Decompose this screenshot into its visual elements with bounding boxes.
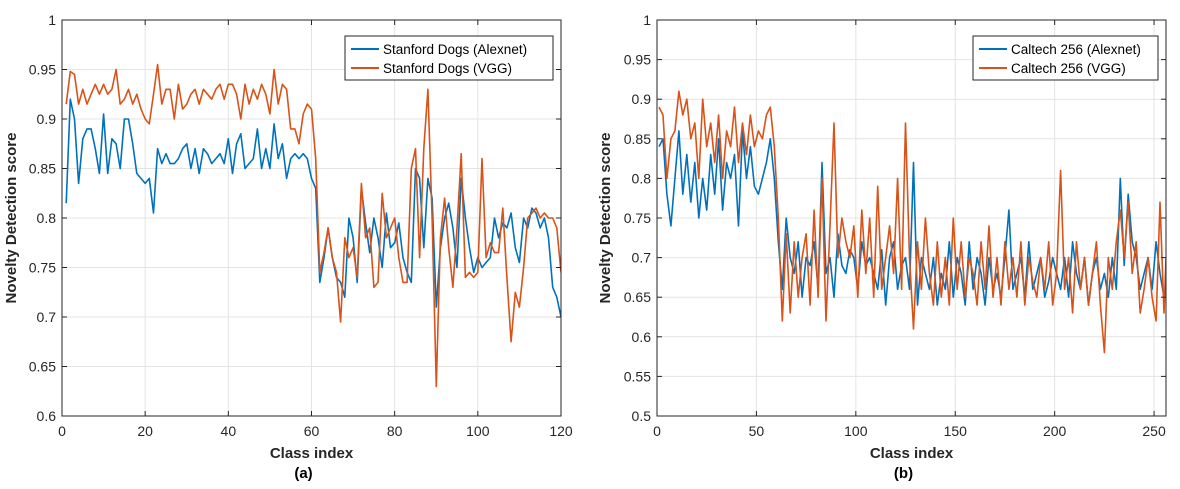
legend: Caltech 256 (Alexnet) Caltech 256 (VGG) — [972, 35, 1159, 81]
y-tick-label: 0.6 — [37, 408, 57, 424]
y-tick-label: 1 — [643, 12, 651, 28]
y-tick-label: 0.9 — [37, 111, 57, 127]
legend-label-2: Caltech 256 (VGG) — [1011, 61, 1126, 76]
y-tick-label: 0.65 — [624, 289, 651, 305]
y-tick-label: 0.65 — [29, 359, 56, 375]
legend-box — [972, 35, 1159, 81]
legend-label-2: Stanford Dogs (VGG) — [383, 61, 512, 76]
y-tick-label: 0.8 — [632, 170, 652, 186]
x-tick-label: 200 — [1043, 423, 1067, 439]
x-tick-label: 60 — [304, 423, 320, 439]
x-tick-label: 100 — [844, 423, 868, 439]
legend-label-1: Caltech 256 (Alexnet) — [1011, 42, 1141, 57]
x-axis-label: Class index — [270, 445, 354, 462]
chart-panel-a: 0.6 0.65 0.7 0.75 0.8 0.85 0.9 0.95 1 0 20 40 60 80 10… — [3, 12, 573, 482]
y-tick-label: 0.95 — [29, 62, 56, 78]
y-tick-label: 1 — [48, 12, 56, 28]
y-tick-label: 0.5 — [632, 408, 652, 424]
x-tick-label: 100 — [466, 423, 490, 439]
x-tick-label: 0 — [58, 423, 66, 439]
x-tick-label: 250 — [1142, 423, 1166, 439]
x-tick-label: 120 — [549, 423, 573, 439]
legend-label-1: Stanford Dogs (Alexnet) — [383, 42, 527, 57]
panel-label: (b) — [894, 465, 913, 482]
y-tick-label: 0.85 — [624, 131, 651, 147]
y-tick-label: 0.85 — [29, 161, 56, 177]
y-tick-label: 0.9 — [632, 91, 652, 107]
y-tick-label: 0.75 — [29, 260, 56, 276]
chart-panel-b: 0.5 0.55 0.6 0.65 0.7 0.75 0.8 0.85 0.9 0.95 1 0 50 1… — [597, 12, 1167, 482]
y-tick-label: 0.55 — [624, 368, 651, 384]
series-line-2 — [658, 90, 1166, 354]
panel-label: (a) — [294, 465, 312, 482]
x-axis-label: Class index — [870, 445, 954, 462]
x-tick-label: 0 — [653, 423, 661, 439]
y-tick-label: 0.95 — [624, 52, 651, 68]
y-tick-label: 0.8 — [37, 210, 57, 226]
x-tick-label: 20 — [137, 423, 153, 439]
x-tick-label: 40 — [221, 423, 237, 439]
y-tick-label: 0.7 — [37, 309, 57, 325]
x-tick-label: 80 — [387, 423, 403, 439]
x-tick-label: 50 — [749, 423, 765, 439]
y-tick-label: 0.7 — [632, 250, 652, 266]
x-tick-label: 150 — [944, 423, 968, 439]
y-tick-label: 0.75 — [624, 210, 651, 226]
y-axis-label: Novelty Detection score — [597, 133, 614, 304]
series-line-2 — [65, 63, 561, 388]
legend: Stanford Dogs (Alexnet) Stanford Dogs (VG… — [344, 35, 554, 81]
y-tick-label: 0.6 — [632, 329, 652, 345]
y-axis-label: Novelty Detection score — [3, 133, 20, 304]
legend-box — [344, 35, 554, 81]
